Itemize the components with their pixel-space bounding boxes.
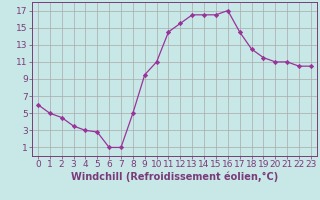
X-axis label: Windchill (Refroidissement éolien,°C): Windchill (Refroidissement éolien,°C) (71, 172, 278, 182)
